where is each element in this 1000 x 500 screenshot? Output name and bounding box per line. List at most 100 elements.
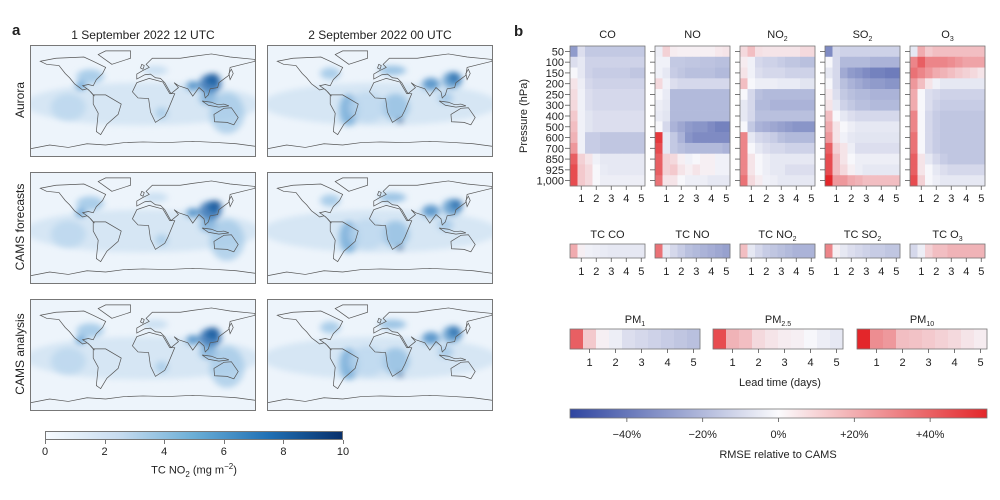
heatmap-cell [700,132,708,144]
x-tick-label: 4 [708,266,714,278]
heatmap-cell [700,99,708,111]
heatmap-cell [577,99,586,111]
heatmap-cell [577,89,586,101]
y-tick-label: 700 [546,143,564,155]
heatmap-cell [592,142,601,154]
heatmap-cell [925,164,933,176]
heatmap-cell [792,89,801,101]
heatmap-cell [570,46,578,58]
heatmap-cell [947,164,956,176]
colorbar-tick-label: 0 [41,446,49,458]
heatmap-cell [600,153,608,165]
y-tick-label: 100 [546,57,564,69]
heatmap-cell [685,46,693,58]
no2-concentration-field [50,192,245,261]
colorbar-tick-mark [343,440,344,444]
heatmap-cell [832,164,841,176]
heatmap-cell [962,153,971,165]
heatmap-cell [655,99,663,111]
heatmap-cell [747,78,756,90]
heatmap-cell [910,99,918,111]
heatmap-cell [800,121,808,133]
heatmap-cell [807,121,816,133]
heatmap-cell [740,244,748,259]
y-tick-label: 850 [546,154,564,166]
heatmap-cell [792,110,801,122]
heatmap-tc-no: TC NO 1 2 3 4 5 [654,229,731,278]
heatmap-cell [655,67,663,79]
heatmap-cell [977,67,986,79]
heatmap-cell [662,121,671,133]
heatmap-cell [592,164,601,176]
heatmap-cell [722,244,731,259]
heatmap-cell [747,164,756,176]
heatmap-title: NO2 [767,29,788,43]
heatmap-cell [585,164,593,176]
heatmap-cell [677,164,686,176]
heatmap-cell [692,99,701,111]
heatmap-cell [877,46,886,58]
heatmap-cell [570,132,578,144]
heatmap-cell [892,175,901,187]
heatmap-cell [747,67,756,79]
heatmap-cell [909,329,923,350]
x-tick-label: 3 [693,193,699,205]
x-tick-label: 2 [755,357,761,369]
heatmap-cell [825,121,833,133]
x-tick-label: 5 [893,266,899,278]
heatmap-cell [855,78,863,90]
heatmap-cell [910,46,918,58]
heatmap-cell [885,175,893,187]
heatmap-cell [855,46,863,58]
no2-concentration-field [320,319,463,381]
heatmap-cell [770,121,778,133]
heatmap-cell [692,89,701,101]
title-base: TC NO [758,229,793,241]
heatmap-cell [570,89,578,101]
heatmap-cell [910,56,918,68]
heatmap-cell [722,164,731,176]
heatmap-cell [615,78,623,90]
heatmap-cell [955,67,963,79]
heatmap-cell [670,244,678,259]
heatmap-cell [977,78,986,90]
heatmap-cell [622,56,631,68]
heatmap-cell [577,46,586,58]
heatmap-cell [970,110,978,122]
heatmap-cell [847,132,856,144]
heatmap-cell [592,99,601,111]
heatmap-cell [637,153,646,165]
heatmap-cell [932,164,941,176]
heatmap-cell [847,121,856,133]
title-subscript: 10 [926,321,934,328]
heatmap-cell [877,175,886,187]
heatmap-cell [940,110,948,122]
heatmap-cell [762,164,771,176]
heatmap-cell [855,110,863,122]
heatmap-cell [670,121,678,133]
heatmap-cell [715,244,723,259]
heatmap-cell [692,56,701,68]
heatmap-cell [940,46,948,58]
heatmap-cell [609,329,623,350]
heatmap-cell [932,99,941,111]
y-tick-label: 1,000 [536,176,564,188]
heatmap-cell [677,46,686,58]
heatmap-cell [785,153,793,165]
map-cams-forecasts-2 [261,172,499,284]
heatmap-cell [655,110,663,122]
heatmap-cell [630,56,638,68]
heatmap-cell [770,67,778,79]
heatmap-cell [955,99,963,111]
heatmap-cell [892,67,901,79]
heatmap-cell [940,99,948,111]
heatmap-cell [892,142,901,154]
heatmap-cell [940,164,948,176]
heatmap-cell [655,78,663,90]
heatmap-cell [917,244,926,259]
heatmap-cell [607,142,616,154]
heatmap-cell [622,121,631,133]
heatmap-cell [677,110,686,122]
heatmap-cell [762,175,771,187]
